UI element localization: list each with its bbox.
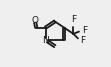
Text: F: F xyxy=(80,36,85,45)
Text: F: F xyxy=(82,26,87,35)
Text: N: N xyxy=(42,36,49,45)
Text: F: F xyxy=(71,15,76,24)
Text: O: O xyxy=(31,16,38,25)
